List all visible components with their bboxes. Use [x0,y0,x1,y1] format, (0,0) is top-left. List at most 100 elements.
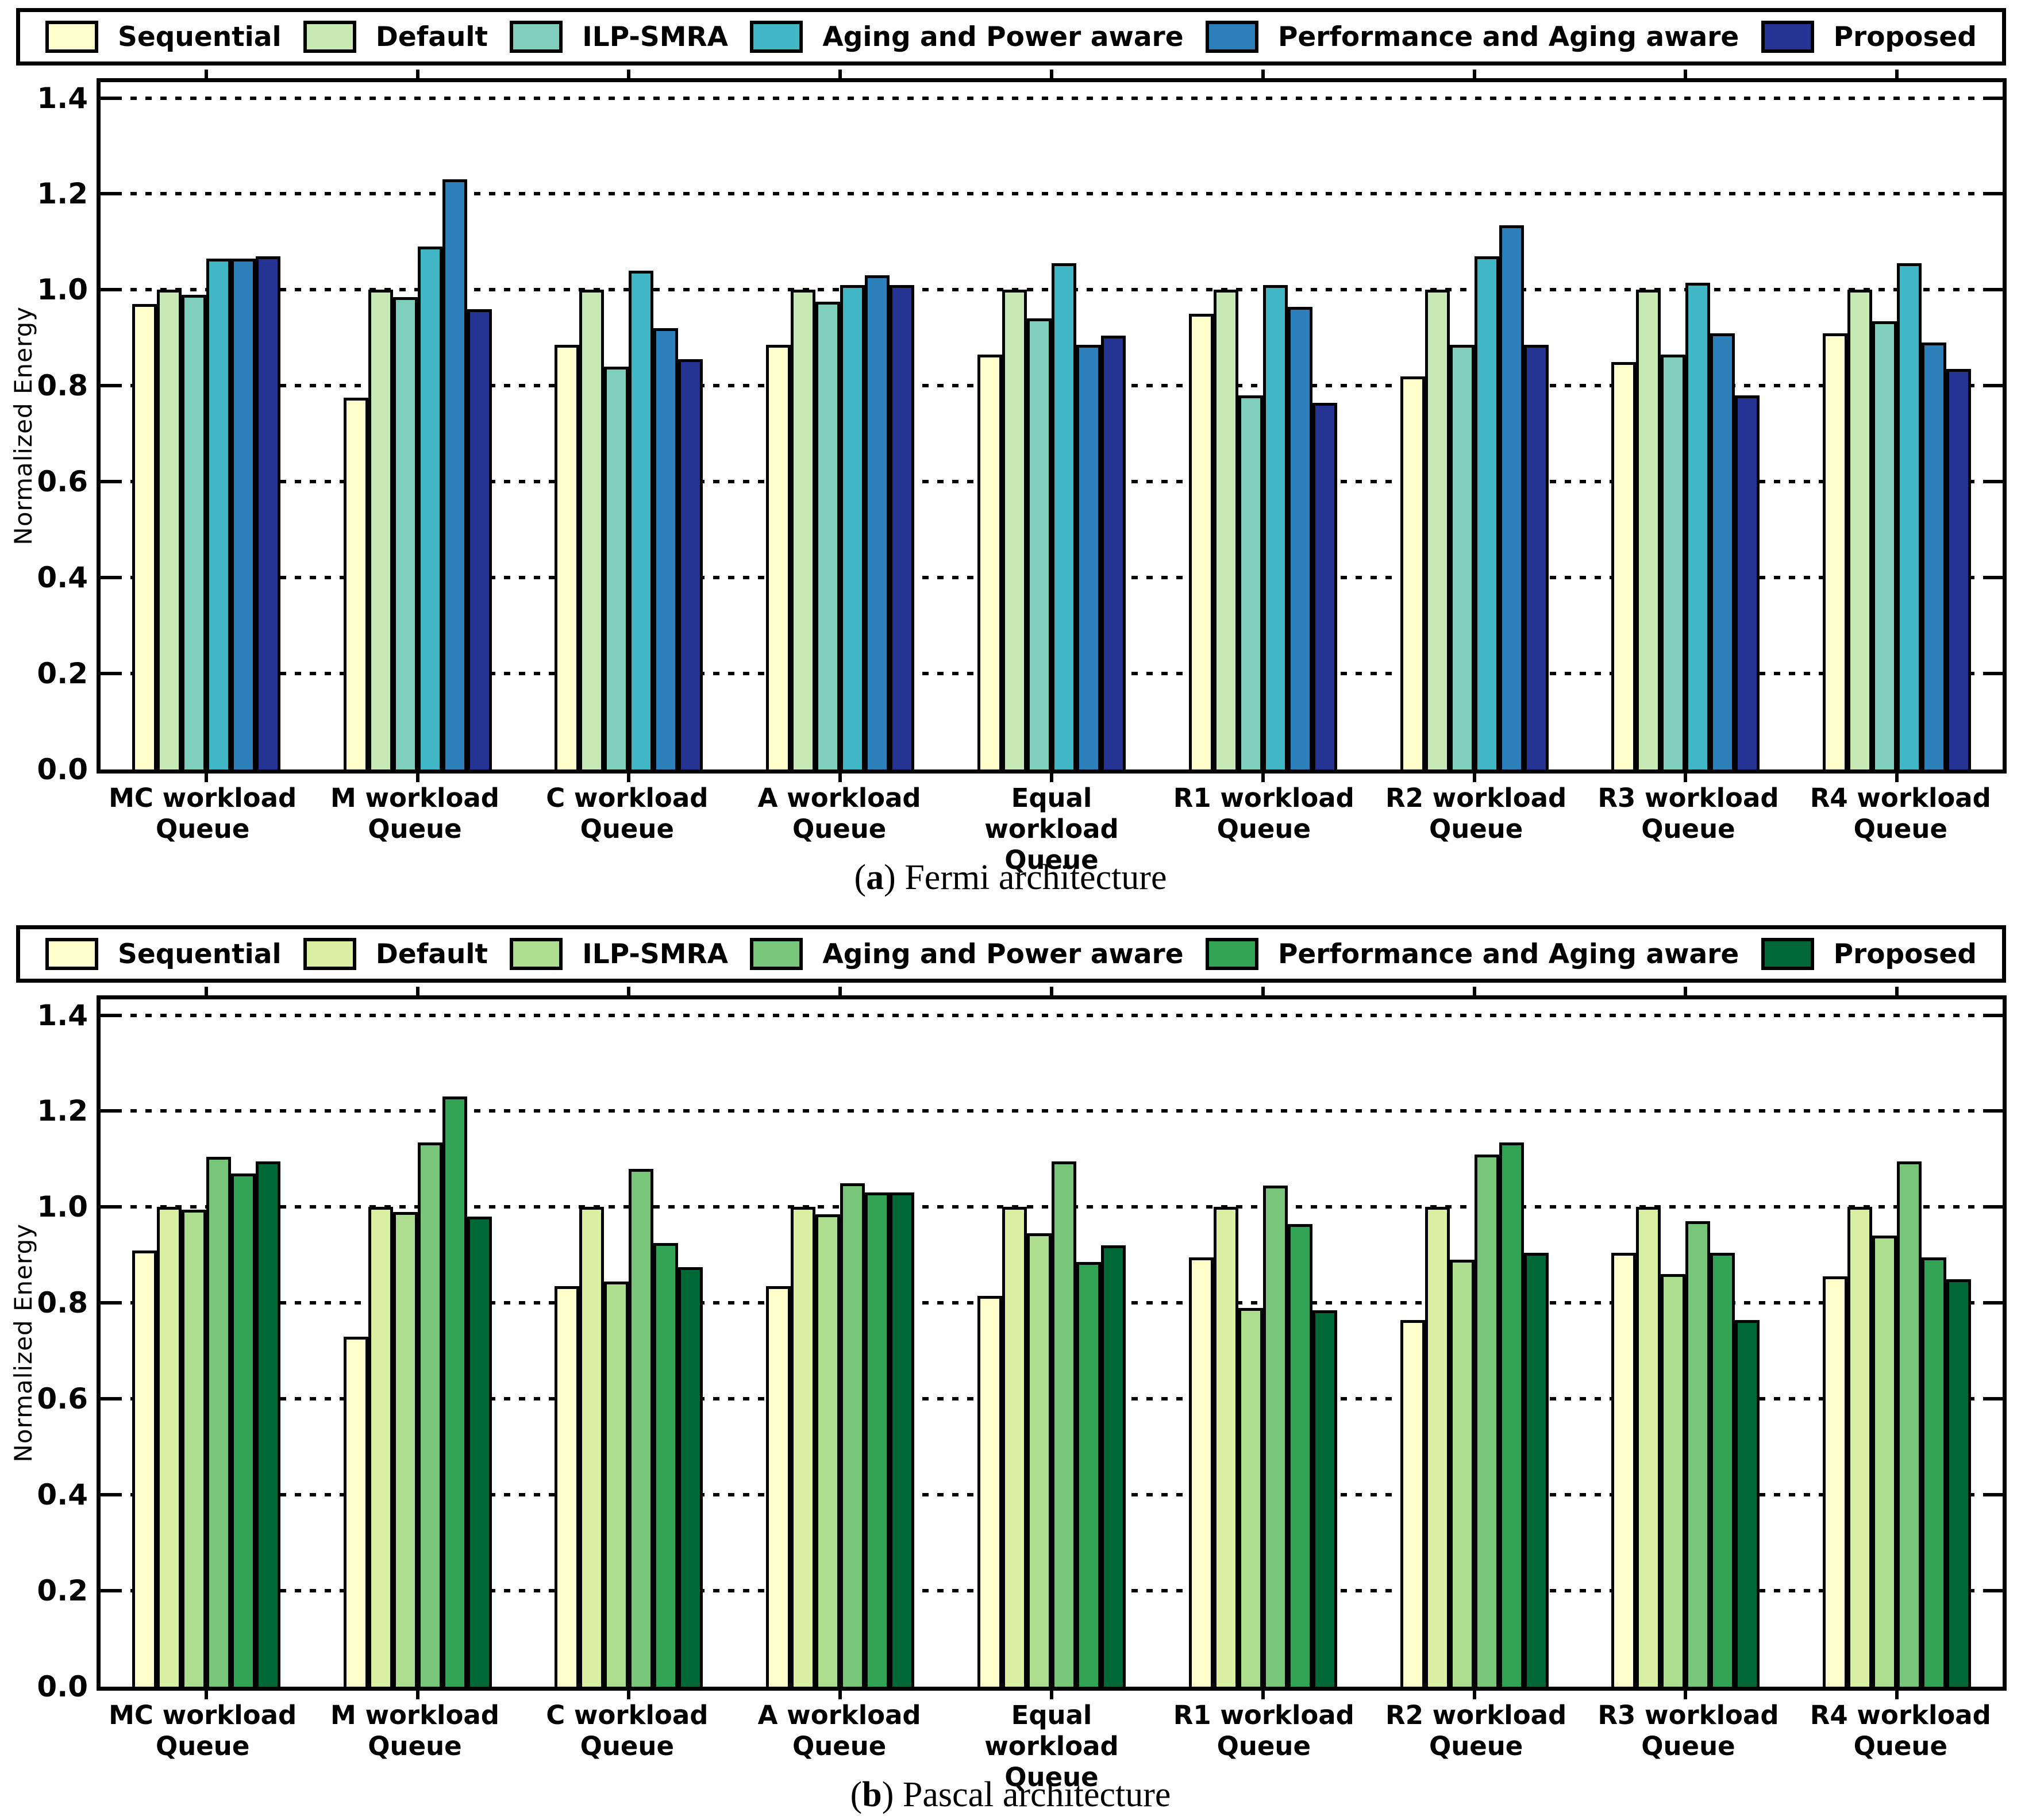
legend-swatch-sequential [45,938,98,970]
bar-group-equal-workload [946,999,1157,1687]
x-tick-mark [1050,772,1053,782]
bar-sequential [977,355,1002,769]
y-tick-label: 0.0 [37,1670,88,1703]
bar-group-m-workload [312,999,523,1687]
x-tick-mark [1261,772,1265,782]
x-category-label: R2 workload Queue [1385,783,1567,844]
x-category-label: MC workload Queue [109,783,297,844]
legend-swatch-proposed [1761,21,1814,53]
x-tick-mark [415,987,419,997]
legend-label: Performance and Aging aware [1277,938,1739,970]
bar-group-r1-workload [1157,82,1369,769]
caption-open-paren: ( [854,858,867,897]
bar-default [791,290,816,769]
bar-proposed [1523,1252,1549,1687]
bar-ilp-smra [1872,321,1897,769]
panel-pascal: Sequential Default ILP-SMRA Aging and Power… [0,917,2021,1820]
legend-swatch-performance-and-aging-aware [1205,21,1258,53]
bar-ilp-smra [181,1209,206,1687]
x-category-label: Equal workload Queue [984,1700,1119,1792]
y-tick-label: 0.6 [37,465,88,499]
bar-performance-and-aging-aware [1499,1142,1524,1687]
bar-aging-and-power-aware [1897,1161,1922,1687]
y-tick-label: 1.4 [37,81,88,115]
legend-item-ilp-smra: ILP-SMRA [510,938,728,970]
bar-ilp-smra [815,1214,841,1687]
bar-group-a-workload [734,999,946,1687]
gridline-1.4 [101,1013,2003,1017]
bar-default [368,1207,393,1687]
gridline-1.2 [101,1109,2003,1113]
bar-sequential [555,345,580,769]
bar-sequential [1400,376,1425,769]
x-category-label: R4 workload Queue [1810,783,1991,844]
bar-group-r2-workload [1369,999,1580,1687]
caption-title: Pascal architecture [902,1775,1171,1814]
bar-proposed [678,1267,703,1687]
x-category-label: M workload Queue [330,783,499,844]
x-tick-mark [1472,772,1476,782]
legend-label: Aging and Power aware [822,21,1184,53]
bar-proposed [1946,369,1972,769]
x-tick-mark [1684,70,1688,80]
bar-group-r3-workload [1580,82,1791,769]
legend-swatch-aging-and-power-aware [750,938,803,970]
x-tick-labels-pascal: MC workload Queue M workload Queue C workloa… [97,1700,2007,1793]
legend-item-performance-and-aging-aware: Performance and Aging aware [1205,938,1739,970]
bar-aging-and-power-aware [1897,263,1922,769]
bar-aging-and-power-aware [1051,263,1076,769]
legend-item-proposed: Proposed [1761,938,1977,970]
bar-default [156,1207,182,1687]
bar-proposed [890,1192,915,1687]
bar-default [368,290,393,769]
legend-item-performance-and-aging-aware: Performance and Aging aware [1205,21,1739,53]
bar-ilp-smra [1026,318,1052,769]
caption-pascal: (b) Pascal architecture [0,1775,2021,1815]
bar-group-equal-workload [946,82,1157,769]
bar-group-m-workload [312,82,523,769]
legend-item-proposed: Proposed [1761,21,1977,53]
bar-sequential [1823,333,1848,769]
legend-swatch-default [303,21,356,53]
bar-sequential [977,1295,1002,1687]
bar-performance-and-aging-aware [653,1242,679,1687]
x-tick-mark [1895,1689,1899,1699]
bar-ilp-smra [1661,355,1686,769]
x-category-label: R4 workload Queue [1810,1700,1991,1761]
legend-item-aging-and-power-aware: Aging and Power aware [750,21,1184,53]
y-tick-label: 0.4 [37,561,88,595]
bar-performance-and-aging-aware [1076,345,1101,769]
y-tick-label: 1.4 [37,998,88,1032]
bar-aging-and-power-aware [840,1183,865,1687]
y-tick-label: 1.2 [37,177,88,211]
bar-ilp-smra [1449,345,1475,769]
bar-default [1425,1207,1450,1687]
bar-sequential [132,304,157,769]
legend-swatch-aging-and-power-aware [750,21,803,53]
bar-performance-and-aging-aware [1076,1262,1101,1687]
bar-performance-and-aging-aware [1922,343,1947,769]
bar-default [791,1207,816,1687]
x-tick-labels-fermi: MC workload Queue M workload Queue C workloa… [97,783,2007,876]
x-tick-mark [415,70,419,80]
bar-aging-and-power-aware [629,271,654,769]
bar-ilp-smra [1872,1236,1897,1687]
legend-label: Aging and Power aware [822,938,1184,970]
bar-performance-and-aging-aware [442,1096,467,1687]
bar-ilp-smra [392,297,418,769]
bar-ilp-smra [181,294,206,769]
bar-default [1213,290,1238,769]
bar-sequential [555,1286,580,1687]
bar-default [1847,1207,1873,1687]
x-tick-mark [1261,70,1265,80]
x-category-label: M workload Queue [330,1700,499,1761]
x-category-label: A workload Queue [757,1700,921,1761]
bar-aging-and-power-aware [1474,1154,1499,1687]
bar-performance-and-aging-aware [653,328,679,769]
x-tick-mark [204,1689,208,1699]
caption-close-paren: ) [884,858,896,897]
y-tick-label: 0.2 [37,657,88,691]
legend-fermi: Sequential Default ILP-SMRA Aging and Power… [16,8,2006,66]
bar-proposed [1523,345,1549,769]
bar-ilp-smra [604,366,629,769]
